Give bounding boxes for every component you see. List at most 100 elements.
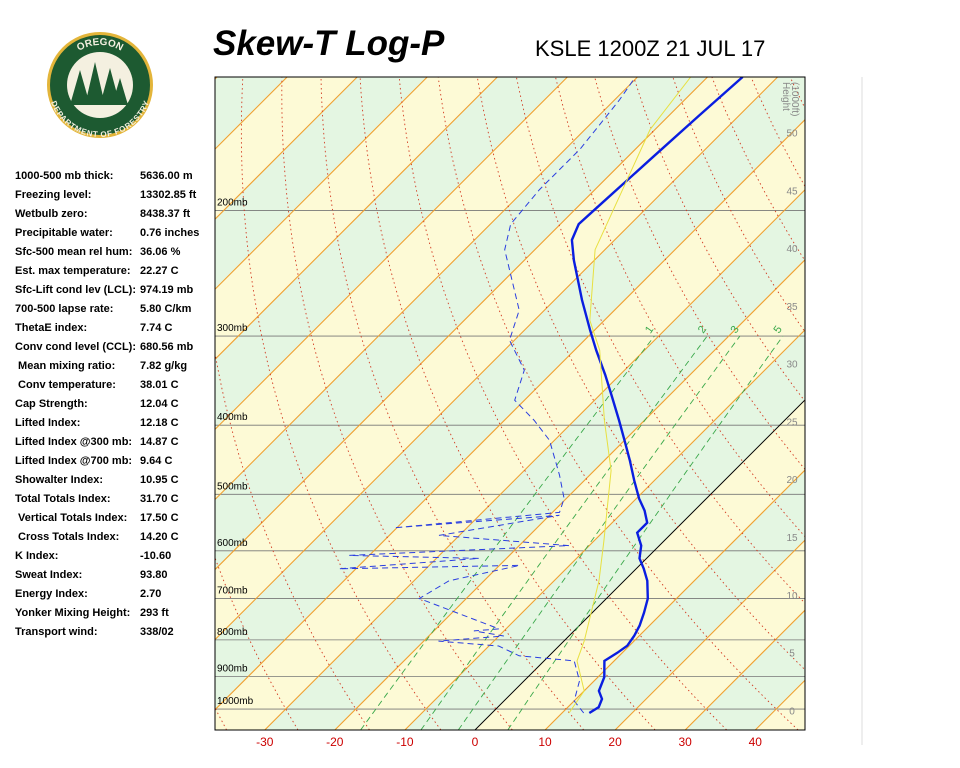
isotherm	[215, 77, 498, 361]
chart-subtitle: KSLE 1200Z 21 JUL 17	[535, 36, 765, 61]
isotherm	[825, 77, 960, 730]
stat-label: Sweat Index:	[15, 569, 82, 581]
sounding-line	[338, 77, 636, 714]
stat-label: Cap Strength:	[15, 398, 88, 410]
dry-adiabat	[555, 77, 805, 538]
stat-value: 0.76 inches	[140, 227, 199, 239]
dry-adiabat	[0, 77, 12, 730]
stat-value: 17.50 C	[140, 512, 179, 524]
sounding-line	[570, 77, 744, 715]
x-tick-label: 20	[608, 735, 622, 749]
stat-value: -10.60	[140, 550, 171, 562]
stat-label: Sfc-Lift cond lev (LCL):	[15, 284, 136, 296]
height-axis-label: (1000ft)	[789, 82, 800, 116]
isotherm	[215, 77, 428, 291]
stat-value: 2.70	[140, 588, 161, 600]
height-tick-label: 40	[786, 244, 798, 255]
y-tick-label: 500mb	[217, 481, 248, 492]
x-tick-label: -20	[326, 735, 344, 749]
stat-value: 31.70 C	[140, 493, 179, 505]
logo: OREGON DEPARTMENT OF FORESTRY	[47, 32, 153, 139]
mixing-ratio-label: 5	[772, 324, 785, 336]
isotherm	[404, 329, 805, 730]
stat-label: Cross Totals Index:	[15, 531, 119, 543]
stat-value: 36.06 %	[140, 246, 181, 258]
stat-label: Freezing level:	[15, 189, 91, 201]
chart-title: Skew-T Log-P	[213, 24, 445, 63]
dry-adiabat	[594, 77, 805, 471]
isotherm	[334, 259, 805, 730]
stat-label: Wetbulb zero:	[15, 208, 88, 220]
stat-label: Showalter Index:	[15, 474, 103, 486]
x-tick-label: 30	[678, 735, 692, 749]
stat-label: Conv temperature:	[15, 379, 116, 391]
dry-adiabat	[359, 77, 656, 730]
stat-value: 12.18 C	[140, 417, 179, 429]
height-tick-label: 25	[786, 417, 798, 428]
dry-adiabat	[633, 77, 805, 403]
mixing-ratio-label: 3	[728, 324, 741, 336]
height-tick-label: 50	[786, 128, 798, 139]
y-tick-label: 400mb	[217, 412, 248, 423]
stat-label: Yonker Mixing Height:	[15, 607, 130, 619]
stat-label: Vertical Totals Index:	[15, 512, 127, 524]
stat-label: Lifted Index @300 mb:	[15, 436, 132, 448]
x-tick-label: 0	[472, 735, 479, 749]
stat-label: Est. max temperature:	[15, 265, 131, 277]
stat-label: Sfc-500 mean rel hum:	[15, 246, 132, 258]
stat-value: 12.04 C	[140, 398, 179, 410]
height-tick-label: 45	[786, 186, 798, 197]
y-tick-label: 200mb	[217, 197, 248, 208]
stat-label: ThetaE index:	[15, 322, 87, 334]
dry-adiabat	[868, 77, 960, 730]
height-tick-label: 20	[786, 475, 798, 486]
isotherm	[264, 188, 805, 730]
dry-adiabat	[789, 77, 805, 110]
isotherm	[215, 118, 805, 711]
stat-value: 9.64 C	[140, 455, 172, 467]
dry-adiabat	[829, 77, 960, 730]
height-tick-label: 5	[789, 649, 795, 660]
stat-value: 14.20 C	[140, 531, 179, 543]
temperature-band	[825, 77, 960, 730]
dry-adiabat	[907, 77, 960, 730]
stat-label: 1000-500 mb thick:	[15, 170, 113, 182]
stat-label: Conv cond level (CCL):	[15, 341, 136, 353]
mixing-ratio-label: 2	[696, 324, 709, 336]
stat-value: 338/02	[140, 626, 174, 638]
stat-label: Mean mixing ratio:	[15, 360, 115, 372]
logo-trees	[70, 62, 128, 105]
x-tick-label: -30	[256, 735, 274, 749]
y-tick-label: 700mb	[217, 586, 248, 597]
axes: 200mb 300mb 400mb 500mb 600mb 700mb 800mb 900mb…	[217, 82, 800, 749]
stats-panel: 1000-500 mb thick: 5636.00 m Freezing leve…	[15, 170, 199, 638]
height-tick-label: 30	[786, 360, 798, 371]
isotherm	[215, 77, 568, 431]
stat-value: 22.27 C	[140, 265, 179, 277]
height-tick-label: 35	[786, 302, 798, 313]
dry-adiabat	[215, 556, 299, 730]
dry-adiabat	[215, 350, 370, 730]
x-tick-label: -10	[396, 735, 414, 749]
stat-label: Energy Index:	[15, 588, 88, 600]
stat-value: 13302.85 ft	[140, 189, 197, 201]
height-tick-label: 10	[786, 591, 798, 602]
stat-label: 700-500 lapse rate:	[15, 303, 113, 315]
mixing-ratio-line	[507, 335, 784, 730]
stat-value: 293 ft	[140, 607, 169, 619]
isotherm	[684, 609, 805, 730]
plot-frame	[214, 76, 806, 731]
stat-value: 5636.00 m	[140, 170, 193, 182]
stat-value: 680.56 mb	[140, 341, 193, 353]
stat-label: Lifted Index:	[15, 417, 80, 429]
stat-value: 5.80 C/km	[140, 303, 192, 315]
isotherm	[544, 469, 805, 730]
x-tick-label: 10	[538, 735, 552, 749]
stat-label: Total Totals Index:	[15, 493, 111, 505]
stat-value: 10.95 C	[140, 474, 179, 486]
dry-adiabat	[476, 77, 805, 671]
y-tick-label: 300mb	[217, 323, 248, 334]
y-tick-label: 900mb	[217, 663, 248, 674]
logo-top: OREGON	[75, 37, 125, 54]
